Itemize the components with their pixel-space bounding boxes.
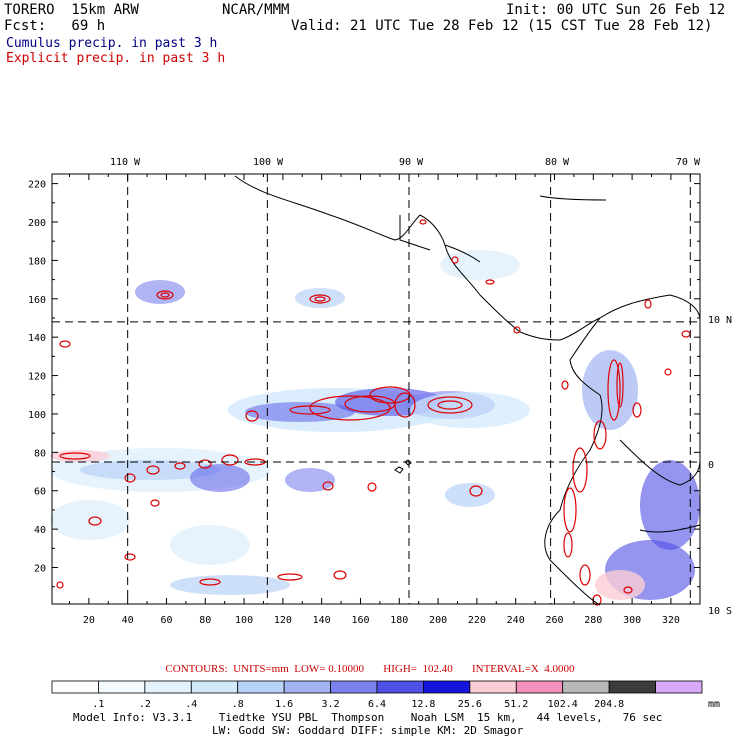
x-tick-label: 280 bbox=[584, 615, 602, 626]
colorbar-swatch bbox=[423, 680, 471, 694]
cumulus-field-label: Cumulus precip. in past 3 h bbox=[6, 36, 218, 51]
y-tick-label: 40 bbox=[34, 525, 46, 536]
colorbar-label: .2 bbox=[139, 699, 151, 710]
colorbar-swatch bbox=[469, 680, 517, 694]
y-tick-label: 160 bbox=[28, 295, 46, 306]
colorbar-swatch bbox=[330, 680, 378, 694]
longitude-labels: 110 W 100 W 90 W 80 W 70 W bbox=[110, 157, 701, 168]
longitude-label: 80 W bbox=[545, 157, 570, 168]
colorbar-swatch bbox=[562, 680, 610, 694]
longitude-label: 90 W bbox=[399, 157, 424, 168]
latitude-labels: 10 N 0 10 S bbox=[708, 315, 732, 617]
x-tick-label: 160 bbox=[351, 615, 369, 626]
org-label: NCAR/MMM bbox=[222, 2, 290, 18]
x-tick-label: 60 bbox=[160, 615, 172, 626]
y-tick-label: 20 bbox=[34, 564, 46, 575]
y-tick-label: 220 bbox=[28, 180, 46, 191]
map-frame bbox=[51, 173, 701, 605]
colorbar bbox=[51, 680, 703, 694]
colorbar-label: 12.8 bbox=[411, 699, 435, 710]
model-info-physics: LW: Godd SW: Goddard DIFF: simple KM: 2D… bbox=[212, 724, 524, 737]
precip-shading bbox=[50, 250, 700, 600]
colorbar-swatch bbox=[51, 680, 99, 694]
y-tick-label: 140 bbox=[28, 333, 46, 344]
colorbar-swatch bbox=[98, 680, 146, 694]
x-tick-label: 200 bbox=[429, 615, 447, 626]
latitude-label: 10 N bbox=[708, 315, 732, 326]
x-tick-label: 320 bbox=[662, 615, 680, 626]
colorbar-label: 51.2 bbox=[504, 699, 528, 710]
x-tick-label: 260 bbox=[545, 615, 563, 626]
colorbar-label: .1 bbox=[92, 699, 104, 710]
colorbar-label: 6.4 bbox=[368, 699, 386, 710]
y-tick-label: 200 bbox=[28, 218, 46, 229]
latitude-label: 0 bbox=[708, 460, 714, 471]
longitude-label: 110 W bbox=[110, 157, 141, 168]
longitude-label: 100 W bbox=[253, 157, 284, 168]
x-tick-label: 220 bbox=[468, 615, 486, 626]
model-info: Model Info: V3.3.1 Tiedtke YSU PBL Thomp… bbox=[73, 711, 663, 724]
colorbar-label: 204.8 bbox=[594, 699, 624, 710]
colorbar-label: 1.6 bbox=[275, 699, 293, 710]
colorbar-swatch bbox=[655, 680, 703, 694]
x-tick-label: 240 bbox=[507, 615, 525, 626]
latitude-label: 10 S bbox=[708, 606, 732, 617]
x-tick-label: 140 bbox=[313, 615, 331, 626]
latlon-grid bbox=[52, 174, 700, 604]
colorbar-swatch bbox=[515, 680, 564, 694]
colorbar-swatch bbox=[608, 680, 656, 694]
forecast-hour: Fcst: 69 h bbox=[4, 18, 106, 34]
colorbar-labels: .1 .2 .4 .8 1.6 3.2 6.4 12.8 25.6 51.2 102.4 204.8 m… bbox=[92, 699, 720, 710]
x-tick-label: 300 bbox=[623, 615, 641, 626]
explicit-precip-contours bbox=[56, 219, 691, 606]
colorbar-swatch bbox=[376, 680, 424, 694]
y-tick-label: 60 bbox=[34, 487, 46, 498]
explicit-field-label: Explicit precip. in past 3 h bbox=[6, 51, 226, 66]
colorbar-swatch bbox=[283, 680, 331, 694]
colorbar-swatch bbox=[190, 680, 239, 694]
x-tick-label: 20 bbox=[83, 615, 95, 626]
colorbar-label: 25.6 bbox=[458, 699, 482, 710]
y-tick-label: 180 bbox=[28, 256, 46, 267]
colorbar-label: .8 bbox=[232, 699, 244, 710]
x-tick-labels: 20 40 60 80 100 120 140 160 180 200 220 240 260 280 30… bbox=[83, 615, 680, 626]
y-tick-label: 120 bbox=[28, 372, 46, 383]
y-tick-label: 100 bbox=[28, 410, 46, 421]
colorbar-label: 3.2 bbox=[322, 699, 340, 710]
y-tick-label: 80 bbox=[34, 448, 46, 459]
init-time: Init: 00 UTC Sun 26 Feb 12 bbox=[506, 2, 726, 18]
valid-time: Valid: 21 UTC Tue 28 Feb 12 (15 CST Tue … bbox=[291, 18, 713, 34]
colorbar-swatch bbox=[144, 680, 192, 694]
y-tick-labels: 20 40 60 80 100 120 140 160 180 200 220 bbox=[28, 180, 46, 575]
colorbar-label: 102.4 bbox=[548, 699, 578, 710]
colorbar-label: .4 bbox=[185, 699, 197, 710]
x-tick-label: 100 bbox=[235, 615, 253, 626]
x-tick-label: 180 bbox=[390, 615, 408, 626]
axis-ticks bbox=[52, 174, 700, 604]
x-tick-label: 40 bbox=[122, 615, 134, 626]
longitude-label: 70 W bbox=[676, 157, 701, 168]
colorbar-swatch bbox=[237, 680, 285, 694]
contours-info: CONTOURS: UNITS=mm LOW= 0.10000 HIGH= 10… bbox=[165, 663, 575, 675]
x-tick-label: 80 bbox=[199, 615, 211, 626]
model-title: TORERO 15km ARW bbox=[4, 2, 139, 18]
coastlines bbox=[234, 175, 701, 606]
colorbar-unit: mm bbox=[708, 699, 720, 710]
x-tick-label: 120 bbox=[274, 615, 292, 626]
